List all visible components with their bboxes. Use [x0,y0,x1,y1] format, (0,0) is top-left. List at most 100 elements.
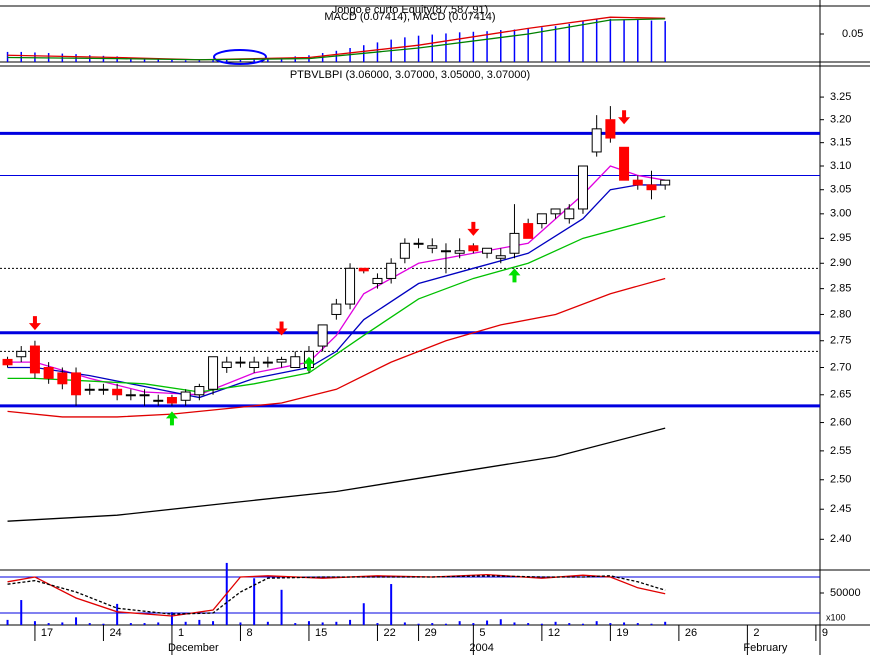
x-tick-label: 12 [548,627,560,639]
candle-body [29,345,40,374]
candle-body [495,255,506,259]
macd-title: Jongo e curto Equity(87,587,91) [332,4,489,16]
x-tick-label: 17 [41,627,53,639]
period-label: February [743,642,788,654]
candle-body [221,361,232,369]
candle-body [84,388,95,391]
macd-line [7,16,666,61]
y-tick-label: 2.95 [830,232,851,244]
volume-tick-label: 50000 [830,587,861,599]
y-tick-label: 2.55 [830,445,851,457]
candle-body [112,388,123,396]
y-tick-label: 2.80 [830,308,851,320]
y-tick-label: 3.25 [830,91,851,103]
candle-body [482,247,493,254]
signal-arrow [467,221,480,236]
moving-average [7,427,666,522]
oscillator-line [7,575,666,615]
y-tick-label: 3.05 [830,184,851,196]
candle-body [139,394,150,397]
y-tick-label: 3.00 [830,208,851,220]
highlight-ellipse [213,49,267,65]
signal-arrow [302,356,315,371]
candle-body [194,386,205,396]
y-tick-label: 2.75 [830,335,851,347]
signal-arrow [618,110,631,125]
candle-body [372,277,383,285]
y-tick-label: 2.65 [830,389,851,401]
candle-body [235,361,246,364]
y-tick-label: 3.20 [830,114,851,126]
candle-body [440,250,451,253]
y-tick-label: 2.60 [830,416,851,428]
signal-arrow [28,316,41,331]
signal-arrow [275,321,288,336]
candle-body [345,267,356,305]
oscillator-line [7,573,666,617]
candle-body [2,358,13,366]
candle-body [632,179,643,186]
candle-body [509,232,520,254]
candle-body [536,213,547,225]
candle-body [98,388,109,391]
candle-body [208,356,219,390]
x-tick-label: 9 [822,627,828,639]
candle-body [262,361,273,364]
candle-body [166,397,177,404]
candle-body [125,394,136,397]
candle-body [386,262,397,279]
candle-body [276,358,287,363]
y-tick-label: 2.90 [830,257,851,269]
candle-body [427,245,438,249]
x-tick-label: 1 [178,627,184,639]
candle-body [413,242,424,245]
candle-body [619,146,630,181]
candle-body [43,367,54,379]
y-tick-label: 2.45 [830,503,851,515]
macd-subtitle: MACD (0.07414), MACD (0.07414) [324,11,495,23]
x-tick-label: 22 [383,627,395,639]
y-tick-label: 2.40 [830,533,851,545]
candle-body [660,179,671,186]
candle-body [468,245,479,252]
candle-body [180,391,191,401]
x-tick-label: 19 [616,627,628,639]
period-label: December [168,642,219,654]
y-tick-label: 3.15 [830,137,851,149]
period-label: 2004 [469,642,493,654]
y-tick-label: 2.70 [830,361,851,373]
macd-line [7,18,666,61]
candle-body [399,242,410,259]
moving-average [7,277,666,418]
candle-body [71,372,82,396]
x-tick-label: 29 [425,627,437,639]
x-tick-label: 5 [479,627,485,639]
candle-body [550,208,561,215]
candle-body [605,119,616,139]
candle-body [16,350,27,358]
candle-body [454,250,465,254]
candle-body [358,267,369,272]
x-tick-label: 26 [685,627,697,639]
candle-body [564,208,575,220]
signal-arrow [165,411,178,426]
y-tick-label: 3.10 [830,160,851,172]
unit-label: x100 [826,612,846,622]
chart-title: PTBVLBPI (3.06000, 3.07000, 3.05000, 3.0… [290,69,530,81]
candle-body [249,361,260,369]
candle-body [646,184,657,191]
x-tick-label: 8 [246,627,252,639]
candle-body [591,128,602,153]
candle-body [577,165,588,210]
x-tick-label: 24 [109,627,121,639]
signal-arrow [508,268,521,283]
candle-body [290,356,301,369]
macd-tick-label: 0.05 [842,28,863,40]
y-tick-label: 2.50 [830,474,851,486]
x-tick-label: 15 [315,627,327,639]
y-tick-label: 2.85 [830,283,851,295]
candle-body [57,372,68,385]
